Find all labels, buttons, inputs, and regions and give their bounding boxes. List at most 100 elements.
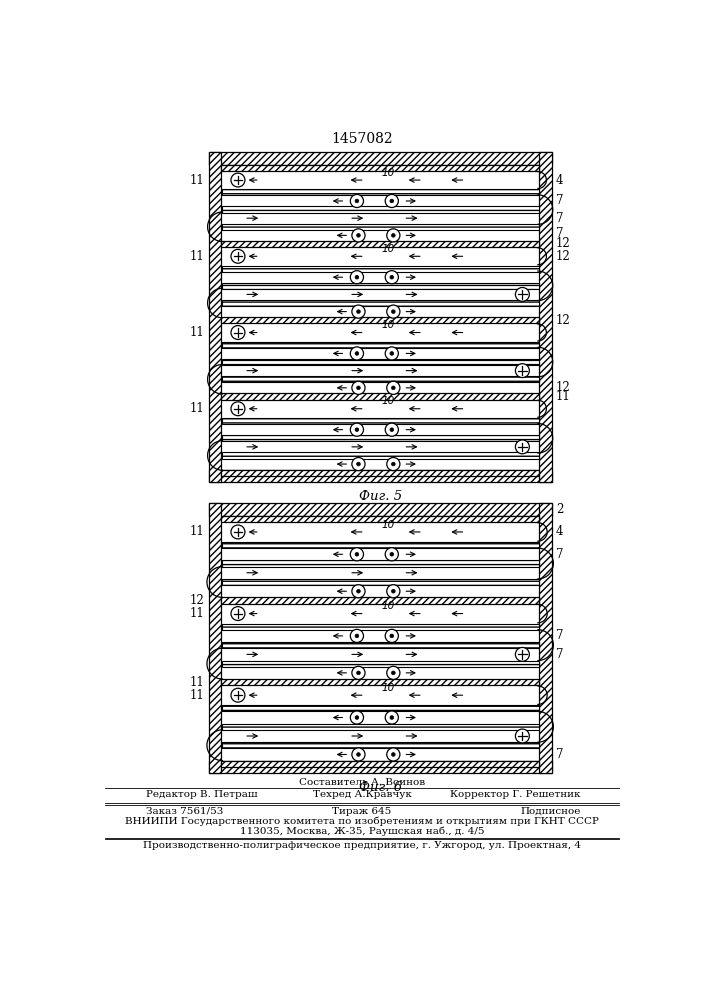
Circle shape <box>231 249 245 263</box>
Text: 7: 7 <box>556 548 563 561</box>
Bar <box>223 206 539 213</box>
Text: Тираж 645: Тираж 645 <box>332 807 392 816</box>
Circle shape <box>387 666 400 679</box>
Bar <box>209 152 552 165</box>
Text: Заказ 7561/53: Заказ 7561/53 <box>146 807 224 816</box>
Circle shape <box>390 634 394 638</box>
Text: 10: 10 <box>381 320 395 330</box>
Bar <box>221 241 539 247</box>
Text: 10: 10 <box>381 396 395 406</box>
Text: 7: 7 <box>556 227 563 240</box>
Text: 12: 12 <box>190 594 204 607</box>
Text: Редактор В. Петраш: Редактор В. Петраш <box>146 790 258 799</box>
Text: 11: 11 <box>190 174 204 187</box>
Circle shape <box>356 386 361 390</box>
Bar <box>209 503 221 773</box>
Text: Фиг. 5: Фиг. 5 <box>358 490 402 503</box>
Circle shape <box>387 381 400 394</box>
Bar <box>209 761 552 773</box>
Circle shape <box>231 607 245 620</box>
Text: Подписное: Подписное <box>520 807 580 816</box>
Bar <box>221 761 539 767</box>
Text: 11: 11 <box>190 676 204 689</box>
Circle shape <box>356 589 361 593</box>
Bar <box>223 560 539 567</box>
Bar <box>223 661 539 667</box>
Text: 10: 10 <box>381 244 395 254</box>
Bar <box>539 152 552 482</box>
Circle shape <box>356 462 361 466</box>
Circle shape <box>352 229 365 242</box>
Circle shape <box>385 629 398 642</box>
Text: Техред А.Кравчук: Техред А.Кравчук <box>312 790 411 799</box>
Circle shape <box>515 729 530 743</box>
Circle shape <box>351 347 363 360</box>
Bar <box>221 516 539 522</box>
Bar <box>223 266 539 272</box>
Text: 11: 11 <box>190 689 204 702</box>
Bar <box>223 452 539 459</box>
Circle shape <box>351 271 363 284</box>
Circle shape <box>515 440 530 454</box>
Circle shape <box>355 352 358 355</box>
Circle shape <box>392 310 395 313</box>
Circle shape <box>385 194 398 208</box>
Bar <box>223 376 539 382</box>
Text: Производственно-полиграфическое предприятие, г. Ужгород, ул. Проектная, 4: Производственно-полиграфическое предприя… <box>143 841 581 850</box>
Bar <box>223 342 539 348</box>
Bar <box>539 503 552 773</box>
Text: 7: 7 <box>556 212 563 225</box>
Text: 11: 11 <box>190 607 204 620</box>
Circle shape <box>231 326 245 339</box>
Circle shape <box>392 386 395 390</box>
Bar <box>223 189 539 195</box>
Text: 10: 10 <box>381 168 395 178</box>
Bar <box>223 724 539 730</box>
Circle shape <box>352 381 365 394</box>
Bar <box>221 470 539 476</box>
Bar <box>221 317 539 323</box>
Bar <box>223 542 539 548</box>
Text: 11: 11 <box>556 390 571 403</box>
Text: 7: 7 <box>556 194 563 207</box>
Bar <box>223 418 539 424</box>
Circle shape <box>352 585 365 598</box>
Circle shape <box>351 194 363 208</box>
Circle shape <box>356 753 361 756</box>
Circle shape <box>355 552 358 556</box>
Circle shape <box>390 428 394 432</box>
Circle shape <box>387 458 400 471</box>
Bar <box>223 283 539 289</box>
Circle shape <box>390 716 394 719</box>
Circle shape <box>355 428 358 432</box>
Circle shape <box>351 423 363 436</box>
Text: 10: 10 <box>381 520 395 530</box>
Circle shape <box>385 347 398 360</box>
Circle shape <box>385 271 398 284</box>
Circle shape <box>392 462 395 466</box>
Text: Составитель А. Воинов: Составитель А. Воинов <box>299 778 425 787</box>
Text: ВНИИПИ Государственного комитета по изобретениям и открытиям при ГКНТ СССР: ВНИИПИ Государственного комитета по изоб… <box>125 817 599 826</box>
Circle shape <box>356 234 361 237</box>
Circle shape <box>355 634 358 638</box>
Text: 4: 4 <box>556 525 563 538</box>
Text: 113035, Москва, Ж-35, Раушская наб., д. 4/5: 113035, Москва, Ж-35, Раушская наб., д. … <box>240 827 484 836</box>
Text: 1457082: 1457082 <box>331 132 393 146</box>
Text: 11: 11 <box>190 525 204 538</box>
Circle shape <box>387 748 400 761</box>
Text: 10: 10 <box>381 601 395 611</box>
Text: 12: 12 <box>556 237 571 250</box>
Bar <box>223 300 539 306</box>
Text: 11: 11 <box>190 402 204 415</box>
Text: 10: 10 <box>381 683 395 693</box>
Text: 12: 12 <box>556 250 571 263</box>
Circle shape <box>352 666 365 679</box>
Bar <box>223 579 539 585</box>
Circle shape <box>351 629 363 642</box>
Bar <box>209 503 552 516</box>
Bar <box>223 642 539 648</box>
Circle shape <box>390 352 394 355</box>
Bar <box>209 152 221 482</box>
Circle shape <box>356 671 361 675</box>
Circle shape <box>355 199 358 203</box>
